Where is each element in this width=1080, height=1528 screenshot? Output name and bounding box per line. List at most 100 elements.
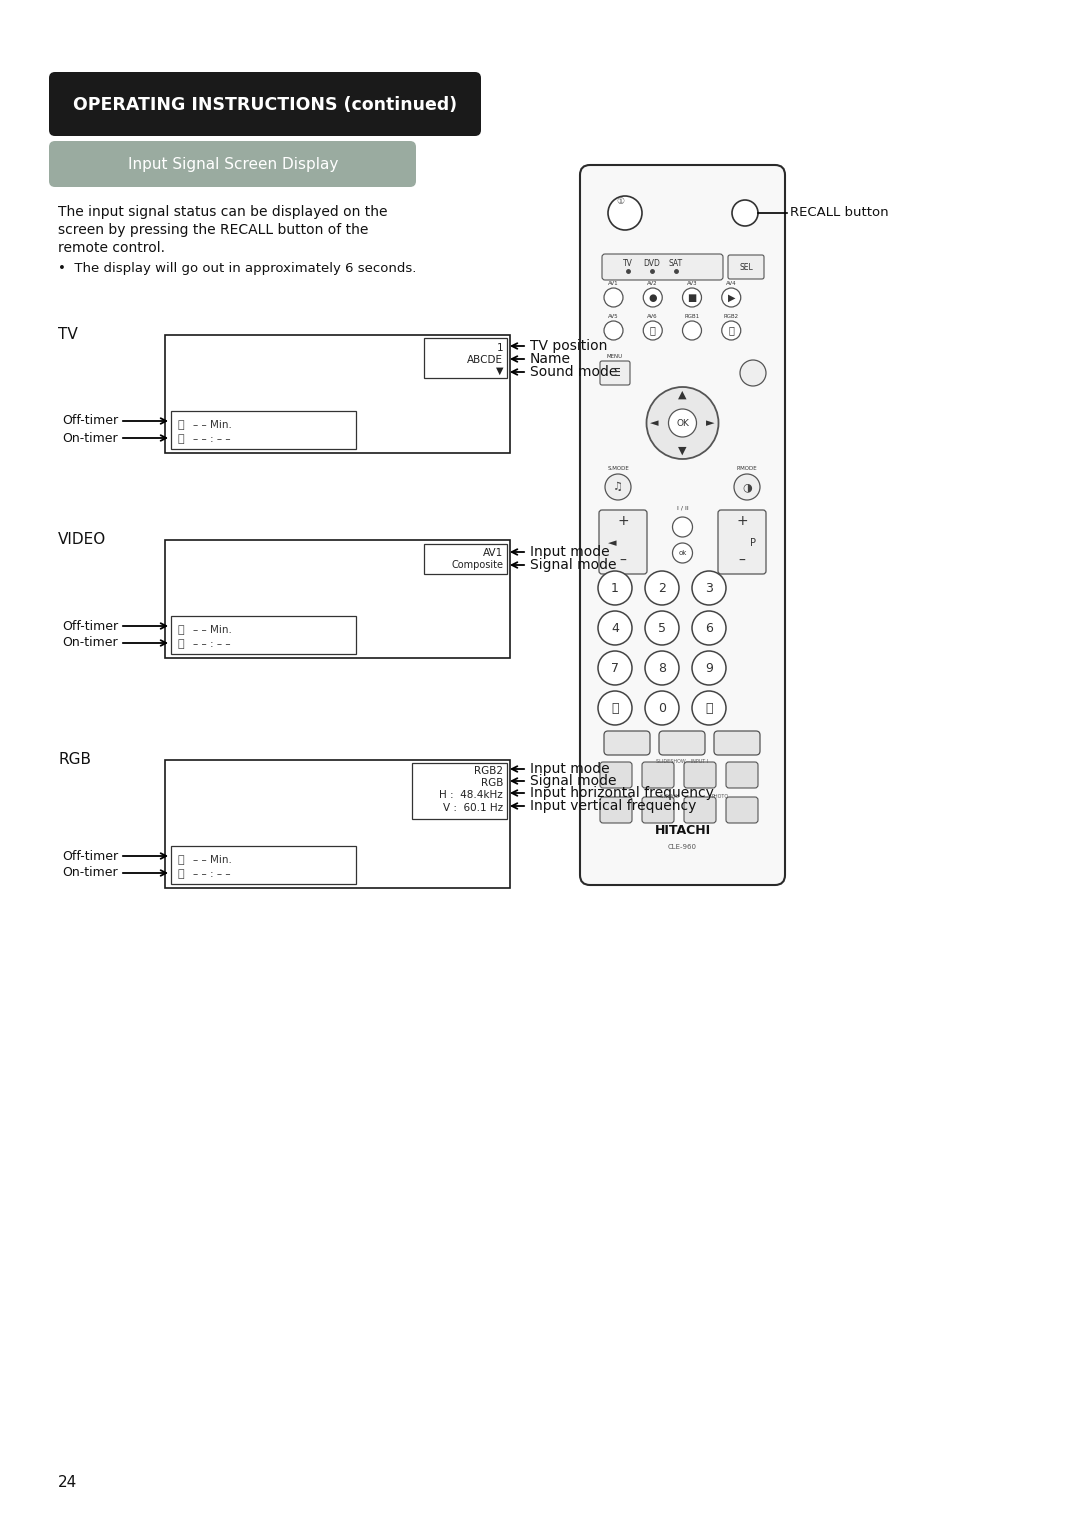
Text: ⏰: ⏰ bbox=[178, 434, 185, 445]
Circle shape bbox=[645, 611, 679, 645]
Bar bbox=[411, 762, 507, 819]
Text: AV4: AV4 bbox=[726, 281, 737, 286]
Text: – – Min.: – – Min. bbox=[193, 625, 232, 636]
Text: Input Signal Screen Display: Input Signal Screen Display bbox=[127, 156, 338, 171]
Text: 0: 0 bbox=[658, 701, 666, 715]
Text: ■: ■ bbox=[687, 292, 697, 303]
Text: 8: 8 bbox=[658, 662, 666, 674]
Bar bbox=[165, 759, 510, 888]
Text: PHOTO: PHOTO bbox=[712, 795, 729, 799]
Text: I / II: I / II bbox=[677, 506, 688, 510]
Text: Input horizontal frequency: Input horizontal frequency bbox=[530, 785, 714, 801]
Text: 4: 4 bbox=[611, 622, 619, 634]
FancyBboxPatch shape bbox=[684, 762, 716, 788]
FancyBboxPatch shape bbox=[642, 798, 674, 824]
Text: 9: 9 bbox=[705, 662, 713, 674]
Circle shape bbox=[645, 571, 679, 605]
FancyBboxPatch shape bbox=[684, 798, 716, 824]
Text: SLIDESHOW—INPUT I: SLIDESHOW—INPUT I bbox=[657, 759, 708, 764]
Text: ⏰: ⏰ bbox=[178, 856, 185, 865]
Text: Input mode: Input mode bbox=[530, 545, 609, 559]
Text: Composite: Composite bbox=[451, 559, 503, 570]
Circle shape bbox=[673, 542, 692, 562]
Circle shape bbox=[644, 287, 662, 307]
Circle shape bbox=[692, 651, 726, 685]
Text: ⏰: ⏰ bbox=[178, 625, 185, 636]
Text: ⏪: ⏪ bbox=[650, 325, 656, 336]
Text: CLE-960: CLE-960 bbox=[669, 843, 697, 850]
Text: ⏰: ⏰ bbox=[178, 869, 185, 879]
FancyBboxPatch shape bbox=[600, 361, 630, 385]
FancyBboxPatch shape bbox=[726, 762, 758, 788]
Text: SAT: SAT bbox=[669, 260, 683, 269]
FancyBboxPatch shape bbox=[600, 798, 632, 824]
Bar bbox=[165, 335, 510, 452]
Text: RGB: RGB bbox=[58, 752, 91, 767]
Text: ►: ► bbox=[706, 419, 715, 428]
Text: 24: 24 bbox=[58, 1475, 78, 1490]
Circle shape bbox=[721, 287, 741, 307]
Text: VIDEO: VIDEO bbox=[58, 532, 106, 547]
Text: 6: 6 bbox=[705, 622, 713, 634]
FancyBboxPatch shape bbox=[726, 798, 758, 824]
Text: OK: OK bbox=[676, 419, 689, 428]
FancyBboxPatch shape bbox=[580, 165, 785, 885]
Text: – – Min.: – – Min. bbox=[193, 856, 232, 865]
Text: •  The display will go out in approximately 6 seconds.: • The display will go out in approximate… bbox=[58, 261, 417, 275]
Text: ◑: ◑ bbox=[742, 481, 752, 492]
Circle shape bbox=[734, 474, 760, 500]
Circle shape bbox=[604, 321, 623, 341]
Text: ⏰: ⏰ bbox=[178, 639, 185, 649]
Text: Off-timer: Off-timer bbox=[62, 619, 118, 633]
Bar bbox=[171, 847, 356, 885]
Text: S.MODE: S.MODE bbox=[607, 466, 629, 471]
Circle shape bbox=[669, 410, 697, 437]
Text: S.NWOL: S.NWOL bbox=[660, 795, 680, 799]
Text: P.MODE: P.MODE bbox=[737, 466, 757, 471]
Text: MENU: MENU bbox=[607, 354, 623, 359]
FancyBboxPatch shape bbox=[642, 762, 674, 788]
Text: On-timer: On-timer bbox=[63, 431, 118, 445]
Text: Input mode: Input mode bbox=[530, 762, 609, 776]
Circle shape bbox=[647, 387, 718, 458]
Text: RGB2: RGB2 bbox=[724, 313, 739, 319]
Circle shape bbox=[721, 321, 741, 341]
Circle shape bbox=[645, 651, 679, 685]
Text: AV3: AV3 bbox=[687, 281, 698, 286]
Circle shape bbox=[644, 321, 662, 341]
Circle shape bbox=[683, 321, 702, 341]
Text: ①: ① bbox=[616, 197, 624, 205]
Circle shape bbox=[692, 571, 726, 605]
Text: 5: 5 bbox=[658, 622, 666, 634]
FancyBboxPatch shape bbox=[600, 762, 632, 788]
Circle shape bbox=[645, 691, 679, 724]
Circle shape bbox=[732, 200, 758, 226]
Circle shape bbox=[608, 196, 642, 231]
Bar bbox=[171, 616, 356, 654]
Text: AV6: AV6 bbox=[647, 313, 658, 319]
Text: Off-timer: Off-timer bbox=[62, 414, 118, 428]
Text: Signal mode: Signal mode bbox=[530, 775, 617, 788]
Text: Name: Name bbox=[530, 351, 571, 367]
FancyBboxPatch shape bbox=[49, 72, 481, 136]
Text: AV2: AV2 bbox=[647, 281, 658, 286]
Text: TV: TV bbox=[58, 327, 78, 342]
Text: Sound mode: Sound mode bbox=[530, 365, 618, 379]
Text: The input signal status can be displayed on the: The input signal status can be displayed… bbox=[58, 205, 388, 219]
Circle shape bbox=[604, 287, 623, 307]
Text: AV1: AV1 bbox=[608, 281, 619, 286]
Text: Signal mode: Signal mode bbox=[530, 558, 617, 571]
Text: RGB2: RGB2 bbox=[474, 766, 503, 776]
Text: V :  60.1 Hz: V : 60.1 Hz bbox=[443, 804, 503, 813]
Text: +: + bbox=[617, 513, 629, 529]
Text: – – : – –: – – : – – bbox=[193, 869, 231, 879]
FancyBboxPatch shape bbox=[599, 510, 647, 575]
Text: On-timer: On-timer bbox=[63, 637, 118, 649]
Text: RGB1: RGB1 bbox=[685, 313, 700, 319]
Text: – – Min.: – – Min. bbox=[193, 420, 232, 429]
Circle shape bbox=[692, 691, 726, 724]
Text: ⏩: ⏩ bbox=[728, 325, 734, 336]
Text: ▶: ▶ bbox=[728, 292, 735, 303]
Text: ●: ● bbox=[648, 292, 657, 303]
Circle shape bbox=[598, 611, 632, 645]
